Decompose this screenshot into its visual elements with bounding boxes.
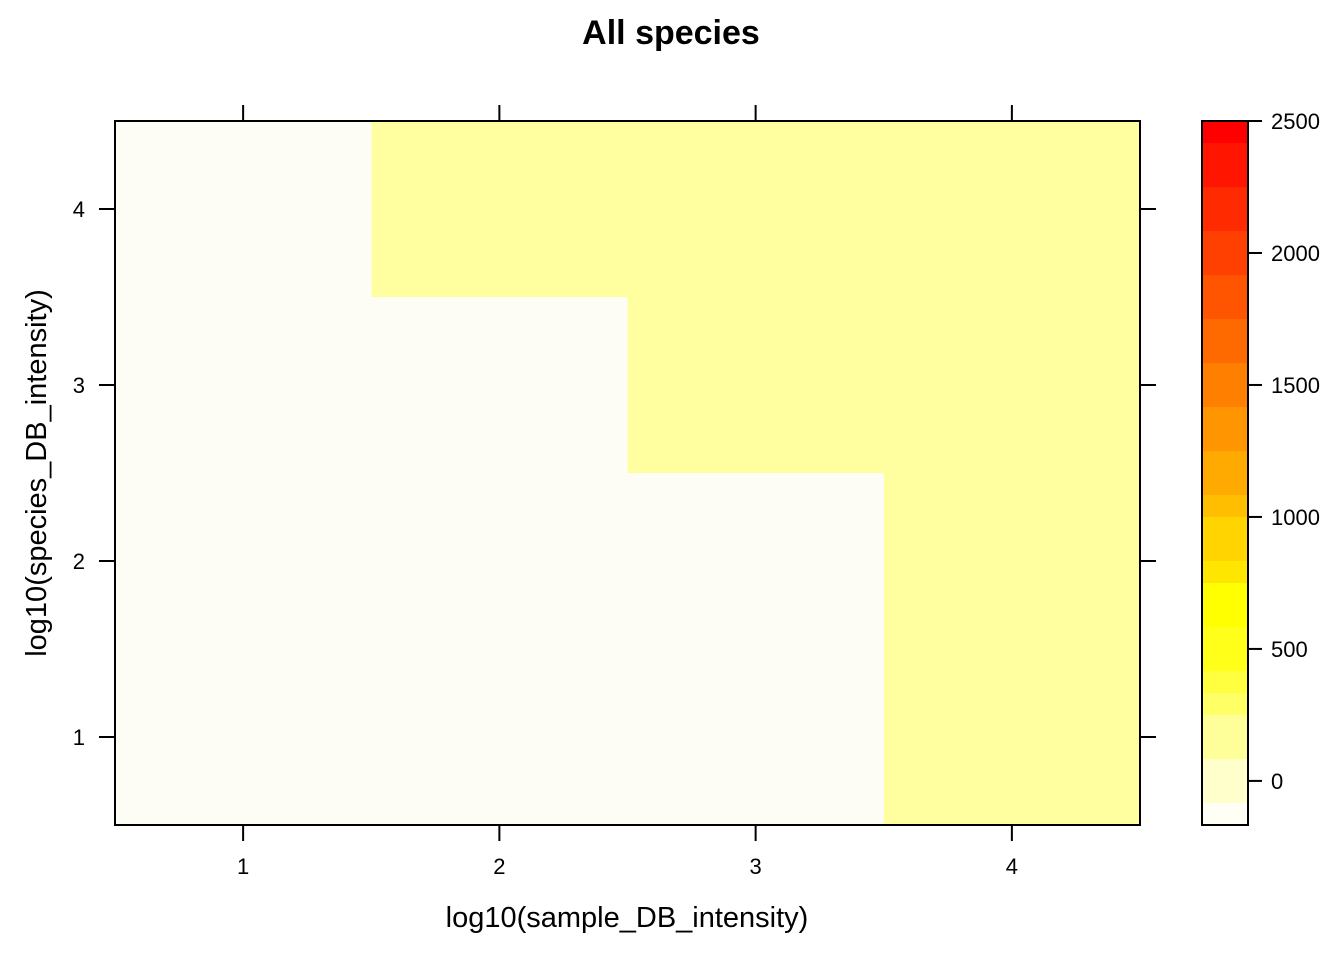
colorbar-band — [1202, 186, 1248, 232]
heatmap-cell — [627, 649, 884, 825]
heatmap-cell — [371, 473, 628, 649]
colorbar-band — [1202, 318, 1248, 364]
x-tick-label: 3 — [750, 854, 762, 879]
heatmap-cell — [883, 473, 1140, 649]
colorbar-tick-label: 1000 — [1271, 505, 1320, 530]
heatmap-cell — [627, 121, 884, 297]
colorbar-band — [1202, 363, 1248, 407]
y-axis: 1 2 3 4 — [73, 197, 1156, 750]
x-tick-label: 4 — [1006, 854, 1018, 879]
heatmap-cell — [627, 297, 884, 473]
heatmap-cell — [627, 473, 884, 649]
y-axis-label: log10(species_DB_intensity) — [21, 289, 53, 657]
colorbar-band — [1202, 450, 1248, 496]
heatmap-cell — [115, 649, 372, 825]
colorbar-band — [1202, 231, 1248, 275]
heatmap-cell — [115, 473, 372, 649]
colorbar-band — [1202, 803, 1248, 825]
heatmap-cell — [371, 297, 628, 473]
y-tick-label: 1 — [73, 725, 85, 750]
x-axis: 1 2 3 4 — [237, 105, 1018, 879]
colorbar-band — [1202, 142, 1248, 187]
y-tick-label: 2 — [73, 549, 85, 574]
colorbar-tick-label: 0 — [1271, 769, 1283, 794]
colorbar-band — [1202, 406, 1248, 451]
heatmap-cells — [115, 121, 1140, 825]
heatmap-cell — [115, 297, 372, 473]
plot-frame — [114, 120, 1141, 826]
x-tick-label: 2 — [493, 854, 505, 879]
colorbar-band — [1202, 582, 1248, 628]
colorbar-tick-label: 1500 — [1271, 373, 1320, 398]
colorbar-band — [1202, 627, 1248, 671]
colorbar-band — [1202, 516, 1248, 562]
colorbar-band — [1202, 759, 1248, 804]
x-tick-label: 1 — [237, 854, 249, 879]
colorbar-band — [1202, 670, 1248, 694]
heatmap-cell — [883, 297, 1140, 473]
heatmap-cell — [883, 121, 1140, 297]
heatmap-cell — [371, 649, 628, 825]
color-scale-legend: 0 500 1000 1500 2000 2500 — [1201, 109, 1320, 826]
x-axis-label: log10(sample_DB_intensity) — [446, 902, 809, 934]
colorbar-band — [1202, 714, 1248, 760]
y-tick-label: 3 — [73, 373, 85, 398]
heatmap-cell — [371, 121, 628, 297]
chart-title: All species — [582, 14, 760, 52]
colorbar-band — [1202, 495, 1248, 517]
colorbar-frame — [1201, 120, 1249, 826]
colorbar-tick-label: 2000 — [1271, 241, 1320, 266]
colorbar-band — [1202, 121, 1248, 143]
colorbar-tick-label: 500 — [1271, 637, 1308, 662]
colorbar-band — [1202, 274, 1248, 319]
heatmap-cell — [883, 649, 1140, 825]
colorbar-band — [1202, 693, 1248, 715]
colorbar-tick-label: 2500 — [1271, 109, 1320, 134]
y-tick-label: 4 — [73, 197, 85, 222]
heatmap-cell — [115, 121, 372, 297]
colorbar-band — [1202, 561, 1248, 583]
